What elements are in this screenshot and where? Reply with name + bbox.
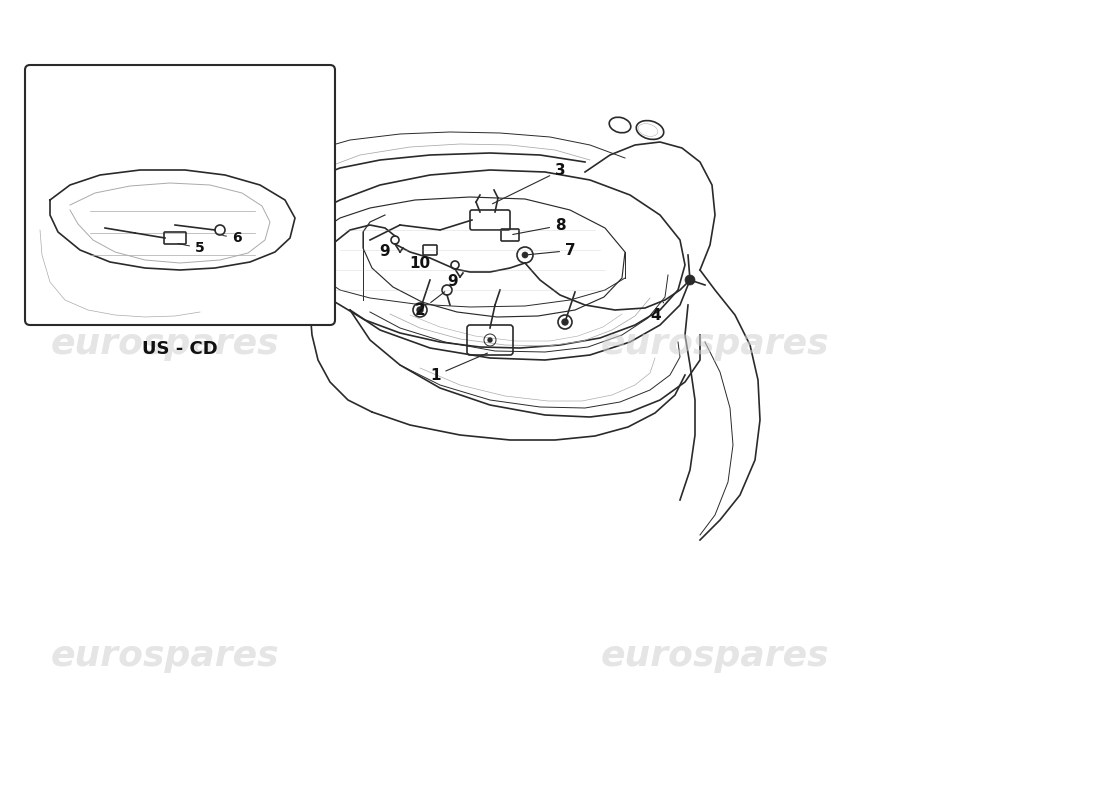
Text: 2: 2 [415,292,444,318]
Circle shape [685,275,695,285]
Text: 4: 4 [650,302,663,323]
Text: eurospares: eurospares [601,327,829,361]
Text: 9: 9 [448,274,459,290]
Text: eurospares: eurospares [51,327,279,361]
Text: 5: 5 [178,241,205,255]
Text: 3: 3 [493,163,565,204]
Circle shape [488,338,492,342]
Text: 9: 9 [379,245,390,259]
Text: 10: 10 [409,257,430,271]
FancyBboxPatch shape [25,65,336,325]
Text: 6: 6 [222,231,242,245]
Circle shape [417,307,424,313]
Text: 8: 8 [513,218,565,234]
Text: 7: 7 [528,243,575,258]
Text: eurospares: eurospares [51,639,279,673]
Text: US - CD: US - CD [142,340,218,358]
Text: eurospares: eurospares [601,639,829,673]
Circle shape [522,252,528,258]
Text: 1: 1 [430,353,487,383]
Circle shape [562,319,568,325]
